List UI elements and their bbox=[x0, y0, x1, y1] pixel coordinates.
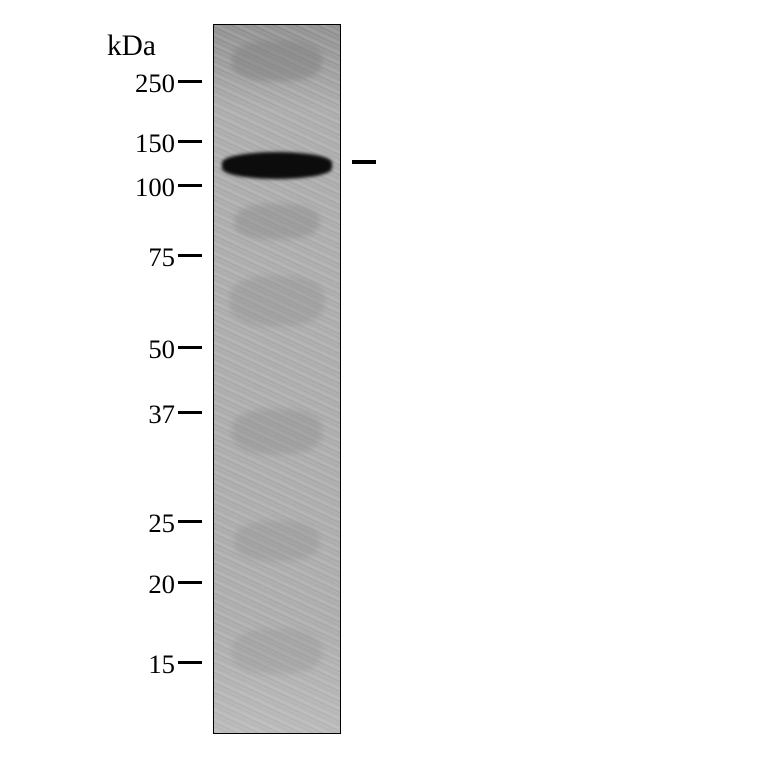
mw-label-150: 150 bbox=[135, 128, 175, 159]
lane-smear-1 bbox=[235, 204, 320, 239]
lane-background bbox=[214, 25, 340, 733]
western-blot-figure: { "figure": { "type": "western-blot", "w… bbox=[0, 0, 764, 764]
mw-label-20: 20 bbox=[148, 569, 175, 600]
lane-smear-2 bbox=[230, 276, 325, 326]
mw-label-75: 75 bbox=[148, 242, 175, 273]
mw-label-50: 50 bbox=[148, 334, 175, 365]
mw-tick-75 bbox=[178, 254, 202, 257]
mw-tick-15 bbox=[178, 661, 202, 664]
lane-smear-4 bbox=[235, 521, 320, 561]
mw-label-250: 250 bbox=[135, 68, 175, 99]
blot-lane bbox=[213, 24, 341, 734]
lane-gradient bbox=[214, 25, 340, 733]
lane-smear-5 bbox=[232, 629, 322, 674]
mw-tick-37 bbox=[178, 411, 202, 414]
mw-label-15: 15 bbox=[148, 649, 175, 680]
mw-tick-150 bbox=[178, 140, 202, 143]
mw-tick-100 bbox=[178, 184, 202, 187]
axis-unit-label: kDa bbox=[107, 30, 156, 63]
mw-tick-50 bbox=[178, 346, 202, 349]
mw-tick-20 bbox=[178, 581, 202, 584]
mw-tick-25 bbox=[178, 520, 202, 523]
mw-label-100: 100 bbox=[135, 172, 175, 203]
protein-band bbox=[222, 152, 332, 179]
lane-smear-3 bbox=[232, 409, 322, 454]
mw-label-25: 25 bbox=[148, 508, 175, 539]
mw-label-37: 37 bbox=[148, 399, 175, 430]
lane-smear-0 bbox=[232, 41, 322, 81]
mw-tick-250 bbox=[178, 80, 202, 83]
band-pointer-tick bbox=[352, 160, 376, 164]
